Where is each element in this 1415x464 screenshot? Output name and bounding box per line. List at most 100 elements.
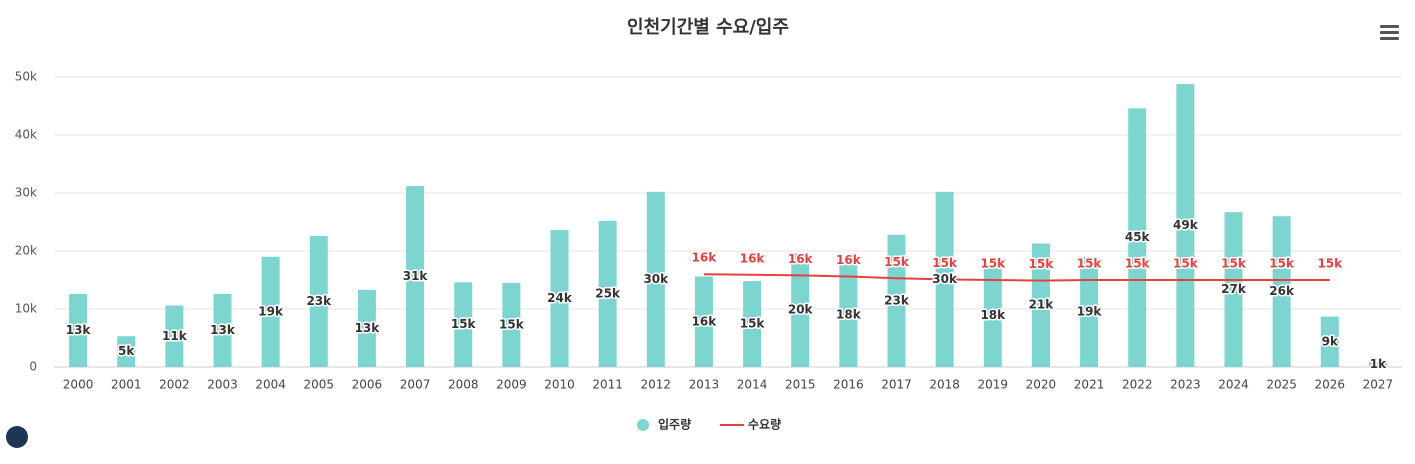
bar [1080,256,1099,367]
bar [1320,316,1339,367]
bar-label: 19k [258,304,284,318]
y-tick-label: 0 [29,360,37,374]
x-tick-label: 2024 [1218,378,1249,392]
logo [6,426,28,448]
bar [502,282,521,367]
x-tick-label: 2008 [448,378,479,392]
line-label: 15k [1221,257,1247,271]
x-tick-label: 2016 [833,378,864,392]
bar [550,230,569,367]
line-label: 15k [1125,257,1151,271]
chart-title: 인천기간별 수요/입주 [627,16,789,38]
line [703,273,1330,282]
x-tick-label: 2025 [1266,378,1297,392]
x-tick-label: 2015 [785,378,816,392]
x-tick-label: 2009 [496,378,527,392]
menu-bar[interactable] [1380,31,1399,34]
bar-label: 16k [692,314,718,328]
bar-label: 45k [1125,230,1151,244]
bar-label: 49k [1173,218,1199,232]
bar-label: 26k [1269,284,1295,298]
legend-label: 수요량 [748,418,781,432]
bar-label: 20k [788,303,814,317]
bar-label: 18k [836,307,862,321]
line-label: 15k [1077,257,1103,271]
bar [694,276,713,367]
x-tick-label: 2000 [63,378,94,392]
bar-label: 1k [1370,357,1387,371]
bar [1176,83,1195,368]
x-tick-label: 2006 [352,378,383,392]
menu-bar[interactable] [1380,25,1399,28]
bar-label: 18k [980,308,1006,322]
bar [406,186,425,367]
bar [839,262,858,367]
bar [69,293,88,367]
bar-label: 13k [210,323,236,337]
bar [213,293,232,367]
x-tick-label: 2010 [544,378,575,392]
bar-label: 13k [355,321,381,335]
x-tick-label: 2019 [978,378,1009,392]
bar-label: 5k [118,344,135,358]
menu-bar[interactable] [1380,37,1399,40]
line-label: 16k [836,253,862,267]
x-tick-label: 2001 [111,378,142,392]
x-tick-label: 2003 [207,378,238,392]
bar [454,282,473,367]
bar [1272,216,1291,367]
line-label: 15k [932,256,958,270]
x-tick-label: 2018 [929,378,960,392]
bar [261,256,280,367]
bar-label: 15k [740,317,766,331]
x-tick-label: 2011 [592,378,623,392]
line-label: 15k [1269,257,1295,271]
y-tick-label: 30k [15,186,37,200]
y-tick-label: 40k [15,128,37,142]
line-label: 16k [740,251,766,265]
legend-label: 입주량 [658,418,691,432]
bar [309,235,328,367]
line-label: 15k [884,255,910,269]
bar [646,191,665,367]
bar [1368,361,1387,367]
y-tick-label: 10k [15,302,37,316]
x-tick-label: 2014 [737,378,768,392]
x-tick-label: 2026 [1315,378,1346,392]
bar-label: 23k [884,293,910,307]
x-tick-label: 2017 [881,378,912,392]
line-label: 15k [980,257,1006,271]
x-tick-label: 2012 [641,378,672,392]
x-tick-label: 2022 [1122,378,1153,392]
bar-label: 31k [403,269,429,283]
line-label: 15k [1317,257,1343,271]
bar [887,234,906,367]
menu-icon[interactable] [1380,25,1399,40]
bar [1031,243,1050,367]
bar-label: 23k [306,294,332,308]
line-label: 16k [692,251,718,265]
legend-marker [637,419,649,431]
bar-label: 21k [1029,298,1055,312]
bar-label: 11k [162,329,188,343]
bar-label: 13k [66,323,92,337]
y-tick-label: 20k [15,244,37,258]
bar [743,281,762,367]
bar-label: 24k [547,291,573,305]
x-tick-label: 2005 [304,378,335,392]
line-label: 15k [1173,257,1199,271]
bar-label: 15k [451,317,477,331]
bar-label: 27k [1221,282,1247,296]
bar-label: 25k [595,286,621,300]
bar [1224,212,1243,367]
bar [357,289,376,367]
bar-label: 15k [499,317,525,331]
bar-label: 19k [1077,304,1103,318]
x-tick-label: 2004 [255,378,286,392]
x-tick-label: 2007 [400,378,431,392]
bar-label: 9k [1322,334,1339,348]
line-label: 15k [1029,257,1055,271]
bar [165,305,184,367]
x-tick-label: 2013 [689,378,720,392]
